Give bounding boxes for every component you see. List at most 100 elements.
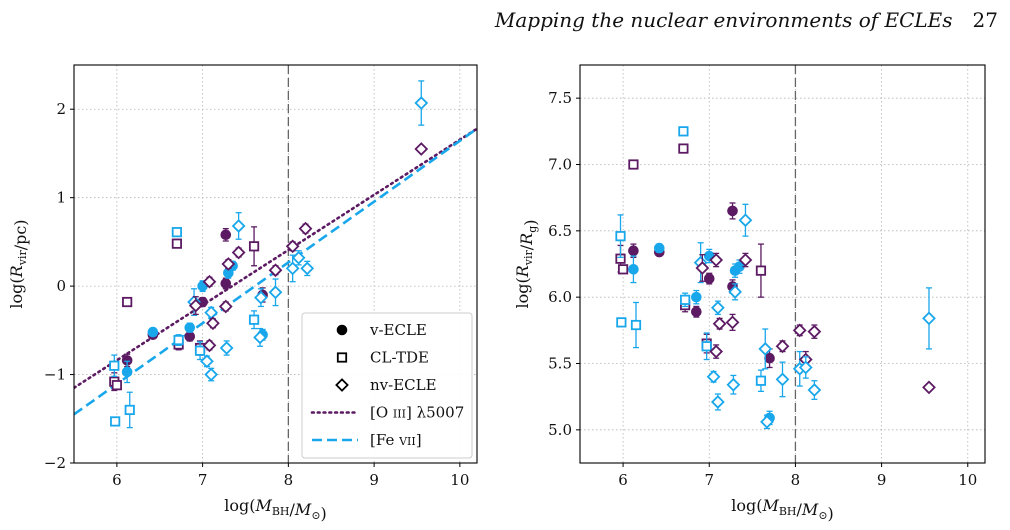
data-point bbox=[922, 380, 936, 395]
data-point bbox=[628, 245, 639, 257]
data-point bbox=[728, 284, 742, 299]
legend-label: nv-ECLE bbox=[370, 376, 437, 394]
data-point bbox=[628, 264, 639, 275]
data-point bbox=[628, 159, 639, 170]
running-title: Mapping the nuclear environments of ECLE… bbox=[494, 8, 953, 32]
data-point bbox=[701, 341, 712, 352]
data-point bbox=[219, 341, 234, 355]
data-point bbox=[807, 383, 822, 397]
y-tick-label: 5.5 bbox=[548, 355, 572, 373]
data-point bbox=[414, 142, 429, 156]
data-point bbox=[691, 306, 702, 318]
data-point bbox=[202, 338, 217, 353]
data-point bbox=[147, 326, 159, 338]
data-point bbox=[710, 395, 725, 409]
data-point bbox=[807, 324, 822, 339]
x-tick-label: 9 bbox=[369, 471, 379, 489]
data-point bbox=[248, 241, 260, 252]
data-point bbox=[725, 315, 740, 330]
data-point bbox=[124, 404, 135, 416]
y-tick-label: 6.0 bbox=[548, 288, 572, 306]
data-point bbox=[703, 273, 715, 284]
data-point bbox=[922, 311, 936, 326]
data-point bbox=[248, 314, 260, 325]
data-point bbox=[726, 377, 741, 392]
data-point bbox=[755, 375, 767, 386]
y-tick-label: 7.0 bbox=[548, 156, 572, 174]
data-point bbox=[231, 245, 246, 260]
x-tick-label: 9 bbox=[877, 471, 887, 489]
data-point bbox=[231, 219, 246, 233]
data-point bbox=[188, 298, 203, 313]
data-point bbox=[202, 274, 217, 289]
legend-label: v-ECLE bbox=[369, 321, 427, 339]
data-point bbox=[414, 96, 429, 110]
data-point bbox=[204, 367, 219, 382]
data-point bbox=[738, 213, 753, 228]
data-point bbox=[678, 126, 689, 137]
data-point bbox=[268, 285, 283, 300]
y-tick-label: 5.0 bbox=[548, 421, 572, 439]
data-point bbox=[109, 360, 120, 371]
data-point bbox=[691, 291, 702, 303]
data-point bbox=[268, 263, 283, 278]
legend-marker bbox=[336, 352, 348, 363]
legend-label: [O III] λ5007 bbox=[370, 404, 464, 422]
data-point bbox=[291, 250, 306, 265]
plot-area bbox=[74, 80, 477, 429]
data-point bbox=[110, 416, 121, 427]
data-point bbox=[617, 264, 629, 275]
legend-marker bbox=[335, 378, 349, 392]
data-point bbox=[630, 319, 642, 331]
x-tick-label: 8 bbox=[791, 471, 801, 489]
x-tick-label: 6 bbox=[112, 471, 122, 489]
data-point bbox=[184, 322, 196, 333]
data-point bbox=[775, 339, 790, 354]
data-point bbox=[111, 380, 122, 391]
x-tick-label: 10 bbox=[450, 471, 469, 489]
data-point bbox=[218, 299, 233, 314]
x-tick-label: 7 bbox=[198, 471, 208, 489]
data-point bbox=[709, 253, 724, 267]
data-point bbox=[184, 331, 196, 342]
axes-frame bbox=[579, 64, 986, 464]
data-point bbox=[775, 372, 790, 387]
data-point bbox=[706, 369, 721, 384]
data-point bbox=[253, 330, 267, 345]
page-number: 27 bbox=[972, 8, 998, 32]
data-point bbox=[200, 354, 214, 369]
fit-line bbox=[74, 127, 477, 390]
data-point bbox=[194, 345, 206, 356]
x-tick-label: 8 bbox=[284, 471, 294, 489]
data-point bbox=[171, 227, 182, 238]
x-tick-label: 6 bbox=[618, 471, 628, 489]
x-axis-label: log(MBH/M⊙) bbox=[731, 496, 834, 523]
data-point bbox=[173, 334, 184, 346]
x-axis-label: log(MBH/M⊙) bbox=[224, 496, 327, 523]
y-axis-label: log(Rvir/Rg) bbox=[513, 219, 540, 308]
data-point bbox=[300, 261, 315, 276]
data-point bbox=[712, 316, 727, 331]
data-point bbox=[764, 352, 775, 364]
left-panel: 6 7 8 9 10 −2 −1 0 1 2 log(MBH/M⊙) log(Rvir/pc) v-EC… bbox=[7, 64, 478, 523]
right-panel: 6 7 8 9 10 5.0 5.5 6.0 6.5 7.0 7.5 log(MBH/M⊙) log(R… bbox=[513, 64, 986, 523]
legend-box bbox=[301, 312, 473, 459]
data-point bbox=[678, 143, 689, 154]
data-point bbox=[738, 253, 753, 267]
axes-frame bbox=[73, 64, 478, 464]
data-point bbox=[616, 317, 627, 328]
data-point bbox=[122, 296, 133, 308]
data-point bbox=[709, 344, 724, 359]
data-point bbox=[695, 261, 710, 275]
data-point bbox=[285, 239, 300, 254]
data-point bbox=[755, 265, 767, 276]
data-point bbox=[171, 238, 182, 249]
y-tick-label: 7.5 bbox=[548, 89, 572, 107]
data-point bbox=[798, 360, 813, 375]
data-point bbox=[220, 278, 232, 289]
data-point bbox=[727, 205, 738, 217]
legend-marker bbox=[336, 324, 348, 336]
y-tick-label: 6.5 bbox=[548, 222, 572, 240]
data-point bbox=[792, 323, 807, 338]
